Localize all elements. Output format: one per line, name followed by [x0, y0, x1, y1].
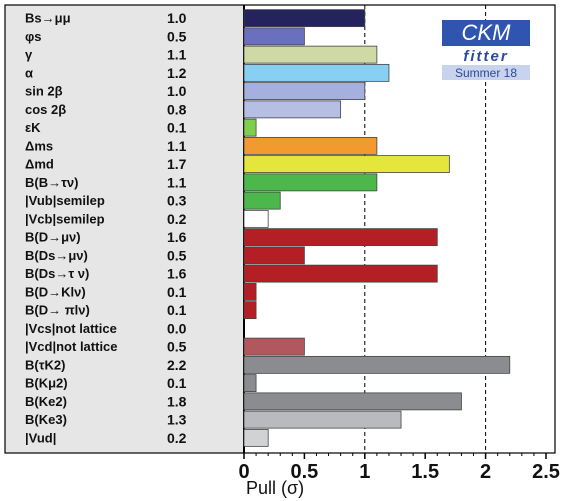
pull-value-label: 1.1: [167, 174, 187, 190]
pull-bar: [243, 118, 257, 137]
x-axis-title: Pull (σ): [246, 478, 304, 498]
x-tick-label: 0.5: [290, 461, 318, 483]
category-label: φs: [25, 29, 42, 44]
category-label: |Vcs|not lattice: [25, 321, 117, 336]
pull-value-label: 1.3: [167, 412, 187, 428]
category-label: B(D→ πlν): [25, 303, 90, 318]
pull-bar: [243, 246, 305, 265]
category-label: B(Kμ2): [25, 376, 68, 391]
category-label: B(D→Klν): [25, 284, 86, 299]
logo-subtitle: fitter: [463, 48, 508, 65]
x-tick-label: 1.5: [411, 461, 439, 483]
pull-value-label: 0.2: [167, 430, 187, 446]
pull-bar: [243, 27, 305, 46]
x-tick-label: 1: [359, 461, 370, 483]
category-label: |Vub|semilep: [25, 193, 105, 208]
category-label: B(Ds→τ ν): [25, 266, 89, 281]
category-label: B(D→μν): [25, 230, 81, 245]
pull-value-label: 0.5: [167, 247, 187, 263]
pull-bar: [243, 209, 269, 228]
label-panel: [5, 5, 244, 453]
category-label: γ: [25, 47, 33, 62]
pull-bar: [243, 392, 462, 411]
pull-bar: [243, 282, 257, 301]
pull-value-label: 0.1: [167, 375, 187, 391]
pull-value-label: 0.8: [167, 101, 187, 117]
category-label: α: [25, 65, 33, 80]
pull-value-label: 0.5: [167, 28, 187, 44]
pull-value-label: 0.1: [167, 302, 187, 318]
pull-bar: [243, 191, 281, 210]
pull-bar: [243, 100, 342, 119]
category-label: cos 2β: [25, 102, 66, 117]
pull-value-label: 1.0: [167, 10, 187, 26]
pull-value-label: 1.0: [167, 83, 187, 99]
pull-value-label: 1.7: [167, 156, 187, 172]
logo-top-band: [442, 20, 530, 46]
category-label: sin 2β: [25, 84, 63, 99]
pull-bar: [243, 428, 269, 447]
pull-value-label: 1.2: [167, 65, 187, 81]
category-label: B(Ds→μν): [25, 248, 88, 263]
pull-bar: [243, 173, 378, 192]
x-tick-label: 0: [238, 461, 249, 483]
pull-value-label: 1.6: [167, 229, 187, 245]
pull-bar: [243, 45, 378, 64]
pull-value-label: 0.3: [167, 193, 187, 209]
logo-title: CKM: [462, 20, 512, 45]
category-label: Bs→μμ: [25, 11, 71, 26]
pull-value-label: 1.6: [167, 266, 187, 282]
category-label: Δms: [25, 138, 53, 153]
pull-bar: [243, 228, 438, 247]
x-tick-label: 2: [480, 461, 491, 483]
pull-bar: [243, 337, 305, 356]
category-label: Δmd: [25, 157, 54, 172]
category-label: B(Ke2): [25, 394, 67, 409]
pull-value-label: 1.1: [167, 47, 187, 63]
pull-bar: [243, 264, 438, 283]
pull-value-label: 0.0: [167, 320, 187, 336]
pull-value-label: 0.2: [167, 211, 187, 227]
pull-bar: [243, 355, 511, 374]
pull-bar: [243, 155, 450, 174]
pull-value-label: 0.5: [167, 339, 187, 355]
category-label: B(B→τν): [25, 175, 78, 190]
category-label: |Vcd|not lattice: [25, 339, 118, 354]
pull-bar: [243, 136, 378, 155]
pull-value-label: 1.8: [167, 393, 187, 409]
pull-value-label: 2.2: [167, 357, 187, 373]
pull-value-label: 0.1: [167, 120, 187, 136]
category-label: B(Ke3): [25, 412, 67, 427]
pull-value-label: 1.1: [167, 138, 187, 154]
pull-bar: [243, 410, 402, 429]
category-label: |Vcb|semilep: [25, 211, 105, 226]
pull-bar: [243, 63, 390, 82]
category-label: εK: [25, 120, 41, 135]
pull-bar: [243, 301, 257, 320]
x-tick-label: 2.5: [532, 461, 560, 483]
logo-bottom-band: [442, 65, 530, 80]
category-label: B(τK2): [25, 357, 65, 372]
pull-bar: [243, 374, 257, 393]
pull-bar: [243, 82, 366, 101]
logo-edition: Summer 18: [455, 66, 517, 80]
pull-bar: [243, 9, 366, 28]
pull-value-label: 0.1: [167, 284, 187, 300]
category-label: |Vud|: [25, 430, 56, 445]
